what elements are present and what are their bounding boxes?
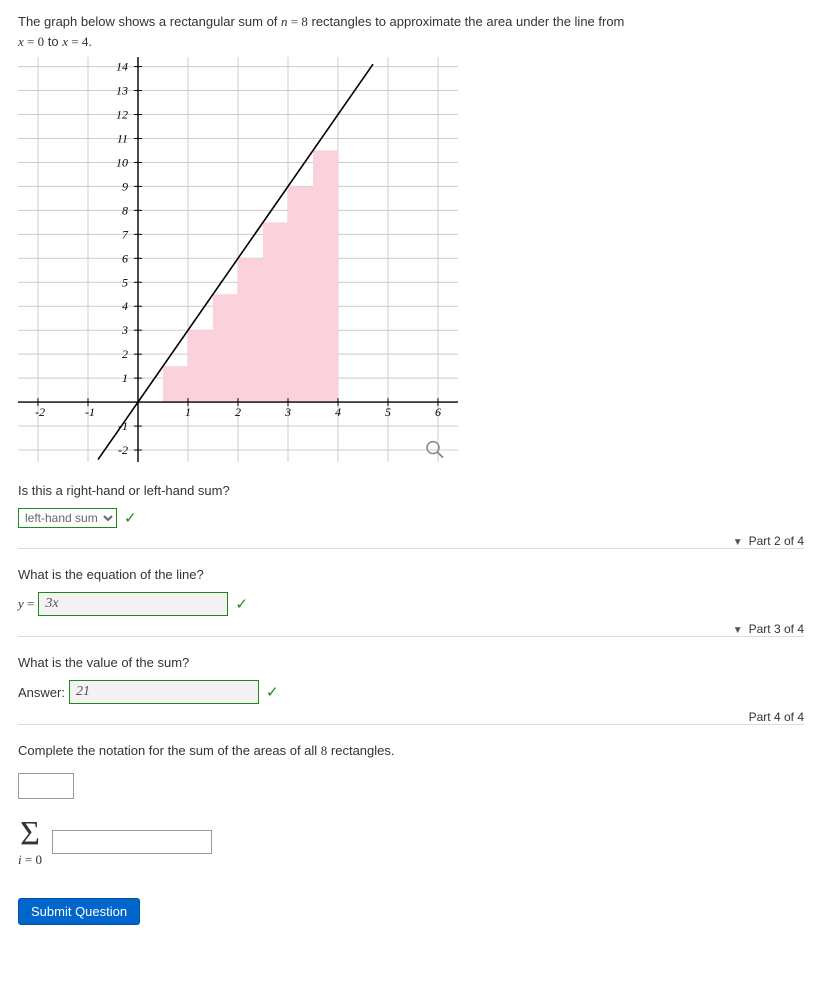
sum-type-select[interactable]: left-hand sum [18, 508, 117, 528]
svg-text:9: 9 [122, 179, 128, 193]
svg-text:2: 2 [122, 347, 128, 361]
svg-text:2: 2 [235, 405, 241, 419]
prompt-text-1: The graph below shows a rectangular sum … [18, 14, 281, 29]
part-3-marker: ▼Part 3 of 4 [733, 622, 804, 636]
svg-text:-1: -1 [85, 405, 95, 419]
svg-text:-2: -2 [35, 405, 45, 419]
svg-text:8: 8 [122, 203, 128, 217]
sigma-summand-input[interactable] [52, 830, 212, 854]
part-4-marker: Part 4 of 4 [749, 710, 804, 724]
submit-button[interactable]: Submit Question [18, 898, 140, 925]
q4-label: Complete the notation for the sum of the… [18, 743, 804, 759]
equation-input[interactable] [38, 592, 228, 616]
svg-text:4: 4 [335, 405, 341, 419]
svg-text:-1: -1 [118, 419, 128, 433]
svg-text:14: 14 [116, 60, 128, 74]
svg-text:12: 12 [116, 108, 128, 122]
svg-text:13: 13 [116, 84, 128, 98]
y-equals-label: y = [18, 596, 34, 612]
check-icon: ✓ [235, 595, 248, 613]
svg-text:6: 6 [435, 405, 441, 419]
eq1: = [288, 14, 302, 29]
svg-text:4: 4 [122, 299, 128, 313]
svg-text:3: 3 [284, 405, 291, 419]
riemann-chart: -2-1123456-2-11234567891011121314 [18, 57, 804, 465]
q1-label: Is this a right-hand or left-hand sum? [18, 483, 804, 498]
prompt: The graph below shows a rectangular sum … [18, 12, 804, 51]
check-icon: ✓ [266, 683, 279, 701]
sigma-upper-input[interactable] [18, 773, 74, 799]
check-icon: ✓ [124, 509, 137, 527]
svg-text:6: 6 [122, 251, 128, 265]
svg-text:11: 11 [117, 131, 128, 145]
svg-text:1: 1 [122, 371, 128, 385]
chevron-down-icon: ▼ [733, 537, 743, 548]
q2-label: What is the equation of the line? [18, 567, 804, 582]
prompt-text-2: rectangles to approximate the area under… [308, 14, 625, 29]
q3-label: What is the value of the sum? [18, 655, 804, 670]
sigma-symbol: Σ i = 0 [18, 817, 42, 866]
svg-text:-2: -2 [118, 443, 128, 457]
svg-text:10: 10 [116, 155, 128, 169]
svg-text:1: 1 [185, 405, 191, 419]
sum-value-input[interactable] [69, 680, 259, 704]
svg-text:5: 5 [122, 275, 128, 289]
svg-text:3: 3 [121, 323, 128, 337]
answer-label: Answer: [18, 685, 65, 700]
part-2-marker: ▼Part 2 of 4 [733, 534, 804, 548]
svg-text:5: 5 [385, 405, 391, 419]
svg-text:7: 7 [122, 227, 129, 241]
chevron-down-icon: ▼ [733, 625, 743, 636]
